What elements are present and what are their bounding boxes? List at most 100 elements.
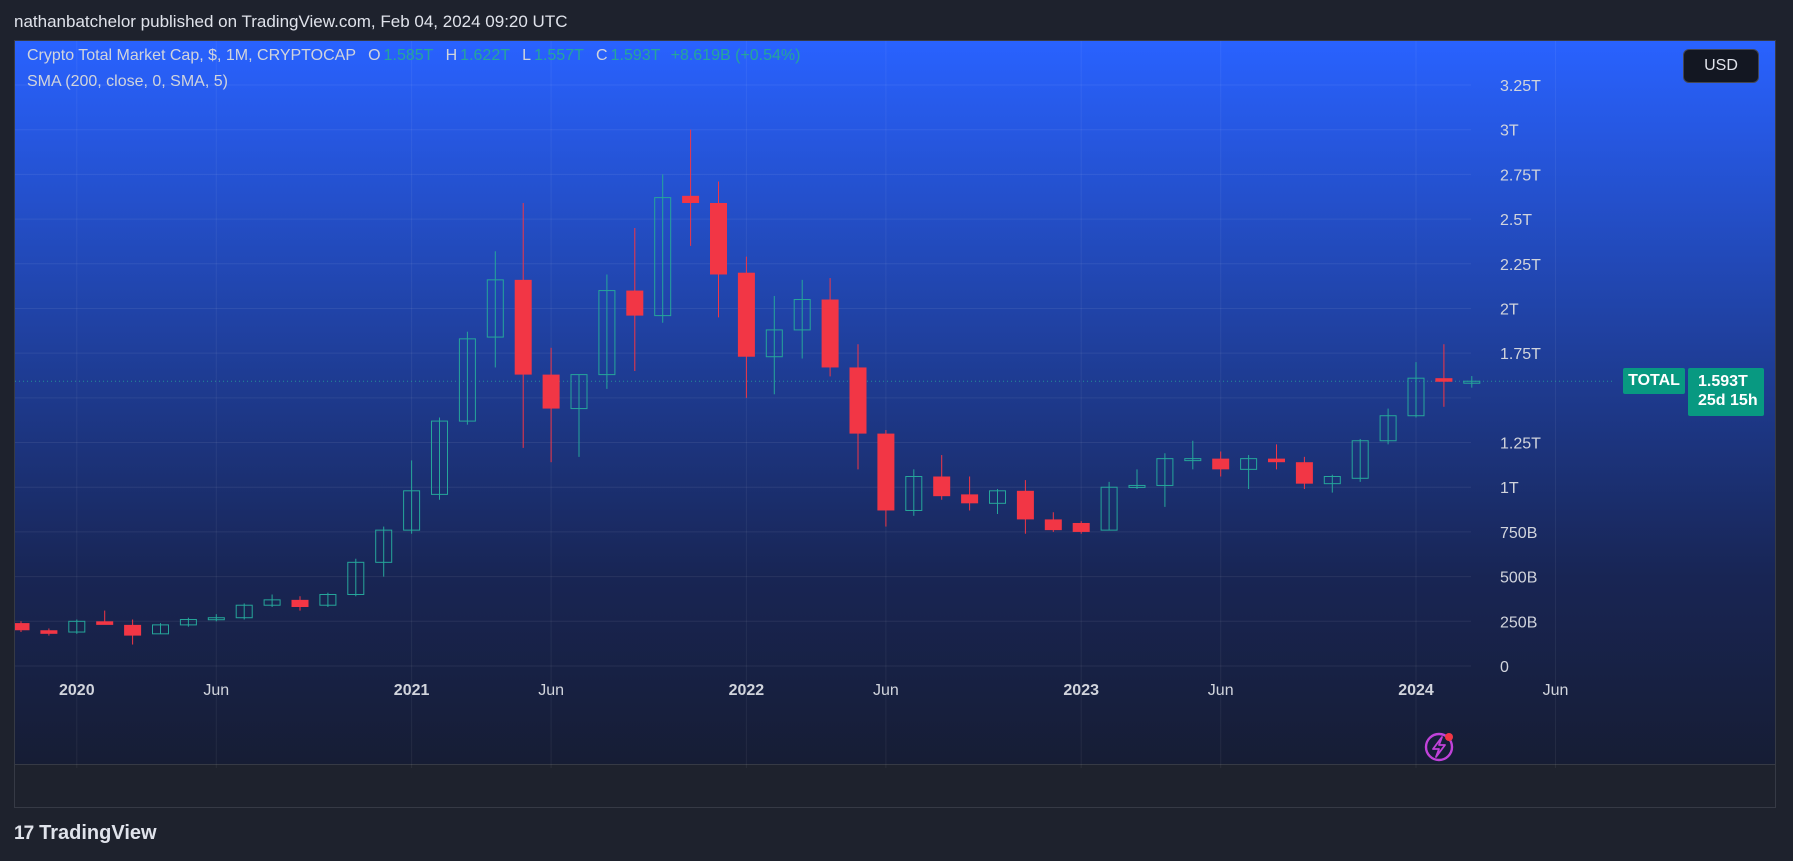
candle-body (961, 494, 979, 504)
price-axis-label: 750B (1500, 525, 1537, 542)
candle-body (458, 338, 476, 422)
open-value: 1.585T (383, 47, 434, 64)
candle-body (905, 476, 923, 511)
candle-body (1156, 458, 1174, 486)
candle (40, 628, 58, 636)
candle-body (737, 272, 755, 357)
price-axis-label: 2.75T (1500, 167, 1541, 184)
candle-body (1295, 462, 1313, 484)
bar-countdown: 25d 15h (1698, 392, 1758, 410)
candle-body (1016, 490, 1034, 520)
candle-body (1128, 484, 1146, 488)
candle-body (1240, 458, 1258, 470)
candle-body (542, 374, 560, 409)
candle-body (1100, 486, 1118, 531)
candle-body (319, 593, 337, 606)
candle (626, 228, 644, 372)
candle-body (989, 490, 1006, 504)
candle-body (40, 630, 58, 634)
candle (793, 279, 811, 359)
candle (1044, 512, 1062, 532)
candle (375, 526, 393, 577)
candle (1435, 344, 1453, 407)
candle-body (1351, 440, 1369, 479)
candle (905, 469, 923, 516)
time-axis-label: 2024 (1398, 682, 1434, 699)
candle-body (15, 623, 30, 631)
candle-body (1435, 378, 1453, 382)
candle (207, 614, 225, 622)
price-axis-label: 2.25T (1500, 257, 1541, 274)
candle (570, 374, 588, 457)
candles (15, 129, 1481, 645)
time-axis-label: Jun (1208, 682, 1234, 699)
grid-lines (15, 41, 1556, 768)
candle (514, 202, 532, 448)
candle (263, 594, 281, 608)
time-axis-label: Jun (538, 682, 564, 699)
candle-body (1212, 458, 1230, 470)
price-axis: 0 250B 500B 750B 1T 1.25T 1.75T 2T 2.25T 2.5T 2.75… (1500, 78, 1541, 676)
candle-body (179, 619, 197, 626)
candle-body (124, 624, 142, 636)
candle (458, 331, 476, 425)
candle-body (821, 299, 839, 368)
candle (598, 274, 616, 389)
last-price-tag: 1.593T 25d 15h (1688, 368, 1764, 417)
candle (737, 256, 755, 398)
candle (821, 278, 839, 377)
close-label: C (596, 47, 608, 64)
candle-body (765, 329, 783, 358)
candle-body (263, 599, 281, 606)
candle (1323, 474, 1341, 493)
candle (682, 129, 700, 246)
candle (542, 347, 560, 463)
candle (291, 596, 309, 611)
candle (654, 174, 672, 323)
candle (1100, 481, 1118, 531)
indicator-legend[interactable]: SMA (200, close, 0, SMA, 5) (27, 73, 228, 91)
candle-body (1463, 380, 1481, 384)
lightning-bolt-icon[interactable] (1424, 732, 1454, 762)
candle-body (877, 433, 895, 511)
candle (431, 417, 448, 500)
candle-body (431, 420, 448, 495)
time-axis-label: 2022 (729, 682, 765, 699)
time-axis-label: Jun (203, 682, 229, 699)
price-axis-label: 3.25T (1500, 78, 1541, 95)
candle-body (1044, 519, 1062, 531)
time-axis-label: 2023 (1063, 682, 1099, 699)
currency-button[interactable]: USD (1683, 49, 1759, 83)
candle-body (682, 195, 700, 203)
candle (1016, 480, 1034, 534)
price-axis-label: 500B (1500, 570, 1537, 587)
candle (319, 592, 337, 608)
candle (989, 489, 1006, 515)
candle (877, 430, 895, 527)
tradingview-brand[interactable]: 17 TradingView (14, 822, 157, 845)
price-axis-label: 1T (1500, 480, 1519, 497)
candle-body (654, 197, 672, 317)
candle-body (626, 290, 644, 316)
candle-body (849, 367, 867, 434)
candle-body (375, 529, 393, 563)
symbol-legend[interactable]: Crypto Total Market Cap, $, 1M, CRYPTOCA… (27, 47, 800, 65)
candle (1072, 521, 1090, 534)
tradingview-logo-icon: 17 (14, 822, 34, 844)
candle (1407, 362, 1425, 418)
price-chart[interactable]: 0 250B 500B 750B 1T 1.25T 1.75T 2T 2.25T 2.5T 2.75… (15, 41, 1776, 808)
candle (486, 251, 504, 368)
time-axis-label: Jun (1543, 682, 1569, 699)
candle-body (207, 617, 225, 621)
high-value: 1.622T (460, 47, 510, 64)
candle (96, 610, 114, 625)
candle-body (486, 279, 504, 338)
candle (849, 344, 867, 470)
chart-pane[interactable]: 0 250B 500B 750B 1T 1.25T 1.75T 2T 2.25T 2.5T 2.75… (14, 40, 1776, 808)
change-value: +8.619B (+0.54%) (670, 47, 801, 64)
last-price-value: 1.593T (1698, 373, 1748, 391)
candle-body (598, 290, 616, 376)
candle-body (1268, 458, 1285, 463)
candle (1295, 456, 1313, 490)
candle (961, 476, 979, 511)
